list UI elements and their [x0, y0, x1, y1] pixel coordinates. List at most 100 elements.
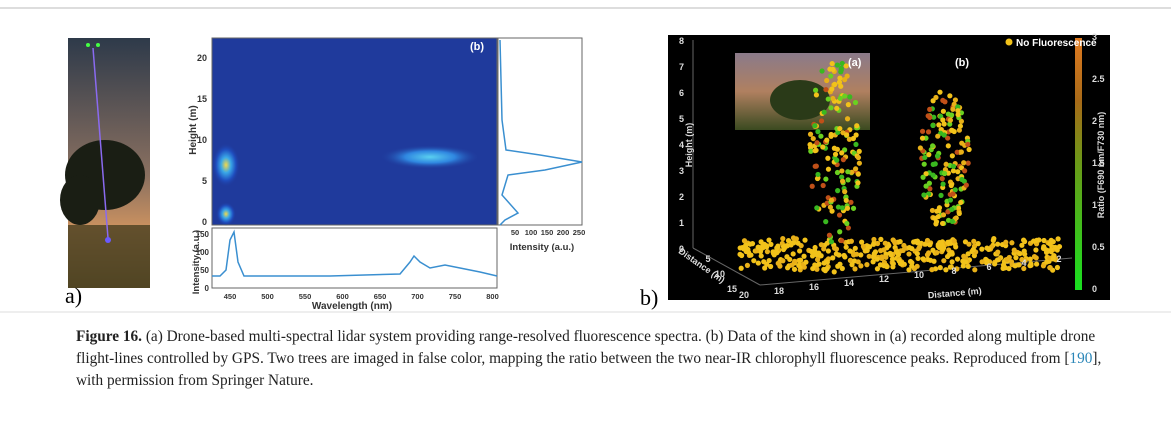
point	[941, 121, 947, 127]
point	[934, 250, 940, 256]
point	[749, 241, 756, 247]
tick-label: 4	[679, 140, 684, 150]
point	[919, 128, 926, 134]
point	[961, 160, 967, 166]
tick-label: 5	[679, 114, 684, 124]
point	[807, 142, 813, 148]
point	[947, 93, 953, 99]
point	[797, 257, 803, 263]
point	[975, 241, 981, 247]
point	[940, 181, 946, 187]
point	[950, 163, 957, 169]
point	[748, 252, 754, 258]
point	[743, 242, 749, 248]
point	[838, 83, 844, 89]
point	[909, 263, 915, 269]
point	[915, 255, 921, 261]
point	[813, 87, 819, 93]
point	[837, 125, 843, 132]
tick-label: 14	[844, 278, 854, 288]
point	[814, 175, 821, 182]
point	[927, 114, 933, 121]
point	[858, 263, 864, 269]
point	[792, 258, 798, 264]
point	[823, 86, 829, 93]
point	[738, 265, 744, 271]
point	[1000, 265, 1006, 271]
point	[839, 150, 845, 156]
point	[764, 244, 770, 250]
axis-label: Height (m)	[684, 123, 694, 168]
point	[879, 255, 885, 262]
point	[839, 205, 845, 211]
point	[768, 263, 774, 270]
point	[919, 135, 926, 141]
point	[856, 160, 862, 166]
point	[955, 176, 961, 182]
point	[874, 266, 881, 272]
point	[986, 246, 992, 252]
point	[837, 261, 843, 267]
point	[1047, 265, 1053, 271]
point	[979, 246, 985, 252]
point	[812, 248, 818, 254]
tick-label: 550	[299, 292, 312, 301]
axis-label: Height (m)	[188, 105, 199, 154]
point	[839, 237, 845, 244]
point	[966, 146, 972, 153]
point	[837, 95, 843, 101]
point	[825, 248, 831, 254]
point	[843, 197, 849, 204]
point	[971, 238, 977, 244]
point	[834, 157, 840, 163]
point	[914, 263, 920, 269]
point	[797, 248, 803, 254]
point	[836, 79, 843, 85]
3d-plot	[668, 35, 1110, 300]
point	[1050, 256, 1056, 262]
point	[941, 170, 948, 177]
point	[837, 229, 843, 235]
point	[848, 199, 854, 205]
tick-label: 8	[679, 36, 684, 46]
point	[878, 236, 884, 242]
point	[1022, 238, 1028, 245]
point	[1056, 243, 1063, 250]
heatmap	[211, 37, 498, 226]
point	[815, 171, 821, 178]
point	[839, 265, 845, 272]
tick-label: 50	[511, 228, 519, 237]
point	[855, 171, 861, 177]
point	[845, 169, 851, 175]
point	[789, 262, 795, 268]
tick-label: 10	[715, 269, 725, 279]
point	[929, 207, 936, 214]
point	[922, 154, 928, 161]
point	[755, 244, 761, 250]
point	[846, 136, 852, 142]
point	[958, 118, 965, 124]
point	[924, 252, 931, 258]
point	[921, 161, 927, 167]
point	[897, 260, 904, 267]
tick-label: 0	[205, 284, 210, 293]
point	[949, 251, 955, 257]
point	[927, 186, 933, 192]
point	[843, 63, 849, 69]
point	[933, 94, 939, 101]
point	[956, 210, 962, 217]
point	[945, 170, 951, 176]
point	[844, 132, 850, 138]
tick-label: 4	[1021, 258, 1026, 268]
point	[991, 236, 997, 242]
point	[914, 240, 920, 246]
tick-label: 15	[727, 284, 737, 294]
profile-plot	[497, 37, 583, 226]
point	[883, 254, 889, 260]
point	[916, 246, 922, 252]
point	[931, 258, 937, 264]
point	[921, 192, 927, 198]
reference-link[interactable]: 190	[1069, 350, 1093, 367]
point	[995, 249, 1001, 255]
point	[881, 247, 887, 253]
